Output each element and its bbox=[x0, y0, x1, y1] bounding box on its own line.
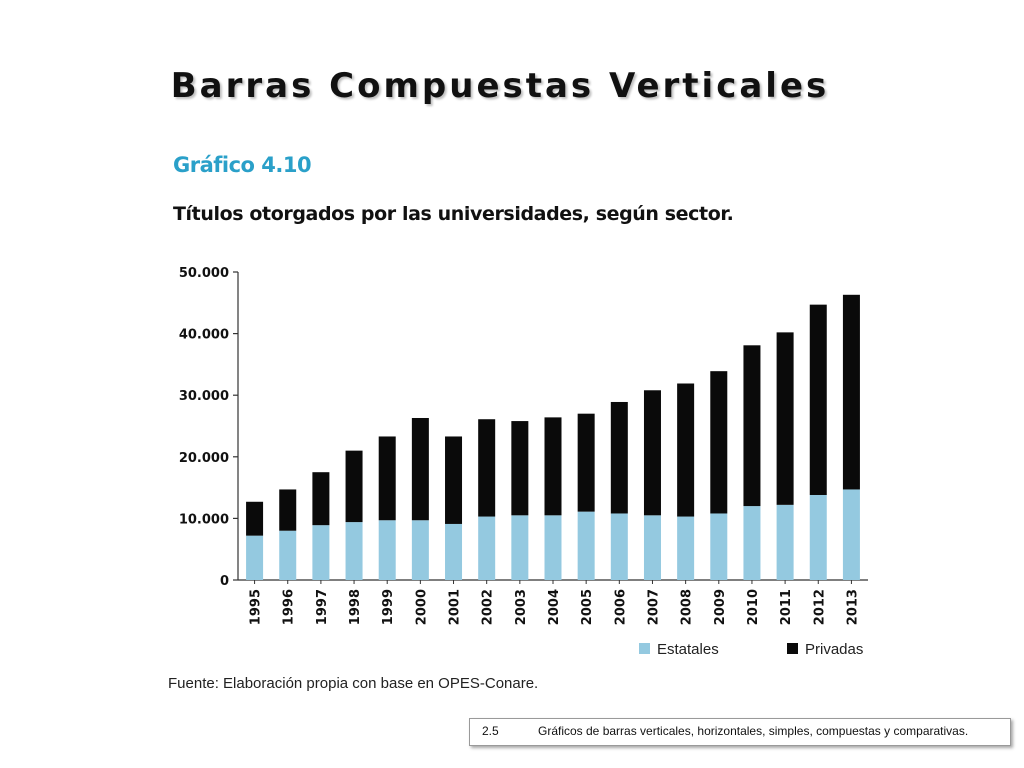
bar-privadas-2007 bbox=[643, 390, 661, 516]
bar-estatales-2004 bbox=[544, 515, 562, 580]
x-tick-label: 2009 bbox=[713, 589, 728, 625]
slide-title: Barras Compuestas Verticales bbox=[170, 66, 830, 106]
bar-estatales-2006 bbox=[610, 513, 628, 580]
bar-estatales-2002 bbox=[478, 516, 496, 580]
x-tick-label: 2000 bbox=[414, 589, 429, 625]
x-tick-label: 1996 bbox=[282, 589, 297, 625]
y-tick-label: 50.000 bbox=[179, 266, 229, 281]
bar-privadas-2008 bbox=[677, 383, 695, 517]
x-tick-label: 1997 bbox=[315, 589, 330, 625]
bar-privadas-2006 bbox=[610, 401, 628, 514]
bar-privadas-1995 bbox=[246, 501, 264, 536]
legend-label-privadas: Privadas bbox=[805, 641, 863, 658]
figure-title: Títulos otorgados por las universidades,… bbox=[173, 203, 734, 225]
bar-estatales-2001 bbox=[445, 523, 463, 580]
bar-estatales-2011 bbox=[776, 504, 794, 580]
bar-privadas-2001 bbox=[445, 436, 463, 524]
footer-caption: 2.5 Gráficos de barras verticales, horiz… bbox=[469, 718, 1011, 746]
bar-privadas-2000 bbox=[411, 417, 429, 521]
bar-estatales-1999 bbox=[378, 520, 396, 580]
x-tick-label: 2003 bbox=[514, 589, 529, 625]
x-tick-label: 1998 bbox=[348, 589, 363, 625]
bar-privadas-1998 bbox=[345, 450, 363, 523]
bar-privadas-2011 bbox=[776, 332, 794, 505]
bar-estatales-2000 bbox=[411, 520, 429, 580]
bar-estatales-2007 bbox=[643, 515, 661, 580]
bar-privadas-2009 bbox=[710, 371, 728, 514]
x-tick-label: 1999 bbox=[381, 589, 396, 625]
bar-estatales-2012 bbox=[809, 494, 827, 580]
footer-section-text: Gráficos de barras verticales, horizonta… bbox=[538, 724, 969, 738]
bar-privadas-1999 bbox=[378, 436, 396, 521]
x-tick-label: 2005 bbox=[580, 589, 595, 625]
bar-estatales-2008 bbox=[677, 516, 695, 580]
y-tick-labels: 0 10.000 20.000 30.000 40.000 50.000 bbox=[179, 266, 229, 589]
bar-privadas-2010 bbox=[743, 345, 761, 507]
bar-estatales-2009 bbox=[710, 513, 728, 580]
x-tick-label: 2013 bbox=[845, 589, 860, 625]
bar-privadas-2004 bbox=[544, 417, 562, 516]
bar-estatales-2005 bbox=[577, 511, 595, 580]
bar-privadas-2003 bbox=[511, 421, 529, 516]
figure-source: Fuente: Elaboración propia con base en O… bbox=[168, 675, 539, 692]
y-tick-label: 30.000 bbox=[179, 389, 229, 404]
x-tick-label: 2012 bbox=[812, 589, 827, 625]
x-tick-label: 2006 bbox=[613, 589, 628, 625]
bar-estatales-2013 bbox=[842, 489, 860, 580]
bar-estatales-2003 bbox=[511, 515, 529, 580]
bar-estatales-1996 bbox=[279, 530, 297, 580]
x-tick-label: 2011 bbox=[779, 589, 794, 625]
bar-estatales-1998 bbox=[345, 522, 363, 580]
x-tick-label: 1995 bbox=[249, 589, 264, 625]
x-tick-label: 2010 bbox=[746, 589, 761, 625]
bar-privadas-2005 bbox=[577, 413, 595, 512]
x-tick-label: 2001 bbox=[448, 589, 463, 625]
bar-privadas-1996 bbox=[279, 489, 297, 531]
bar-privadas-2002 bbox=[478, 419, 496, 517]
x-tick-label: 2004 bbox=[547, 589, 562, 625]
y-tick-label: 10.000 bbox=[179, 512, 229, 527]
y-tick-label: 20.000 bbox=[179, 451, 229, 466]
legend-label-estatales: Estatales bbox=[657, 641, 719, 658]
chart-bars bbox=[246, 294, 860, 580]
bar-privadas-1997 bbox=[312, 472, 330, 526]
y-tick-label: 40.000 bbox=[179, 328, 229, 343]
y-tick-label: 0 bbox=[220, 574, 229, 589]
x-tick-label: 2007 bbox=[646, 589, 661, 625]
chart-legend: Estatales Privadas bbox=[639, 641, 863, 658]
x-tick-label: 2002 bbox=[481, 589, 496, 625]
bar-privadas-2012 bbox=[809, 304, 827, 495]
x-tick-labels: 1995 1996 1997 1998 1999 2000 2001 2002 2003 2004… bbox=[249, 589, 861, 625]
bar-privadas-2013 bbox=[842, 294, 860, 490]
legend-swatch-estatales bbox=[639, 643, 650, 654]
bar-estatales-1995 bbox=[246, 535, 264, 580]
bar-estatales-1997 bbox=[312, 525, 330, 580]
footer-section-number: 2.5 bbox=[482, 724, 499, 738]
x-tick-label: 2008 bbox=[680, 589, 695, 625]
bar-estatales-2010 bbox=[743, 506, 761, 580]
legend-swatch-privadas bbox=[787, 643, 798, 654]
figure-label: Gráfico 4.10 bbox=[173, 153, 312, 177]
